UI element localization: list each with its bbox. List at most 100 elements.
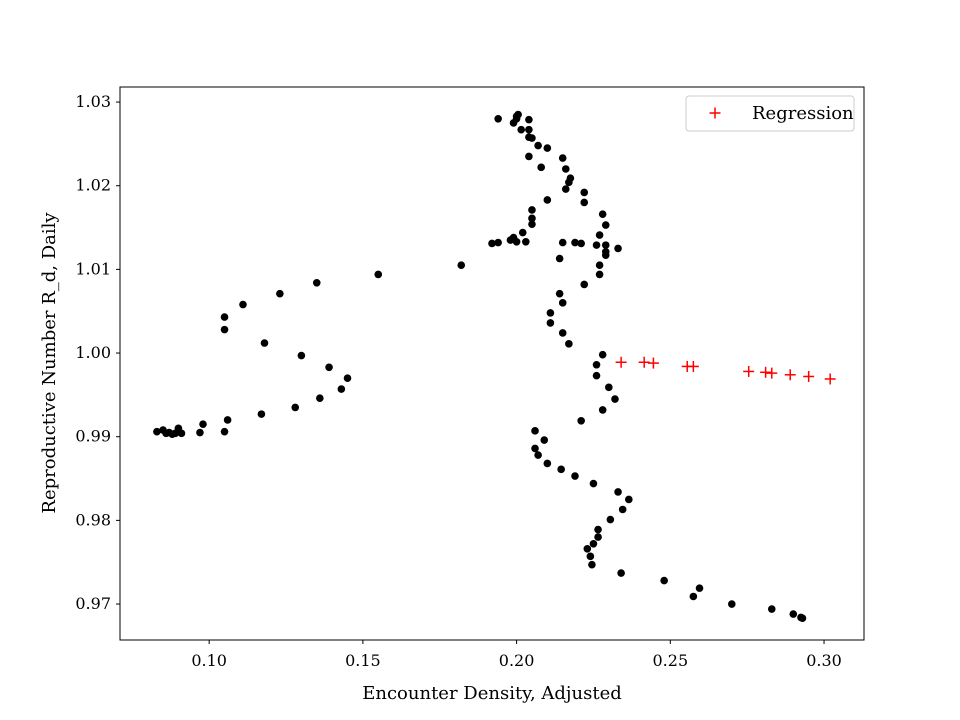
observed-point bbox=[531, 427, 539, 435]
observed-point bbox=[543, 459, 552, 468]
observed-point bbox=[558, 329, 567, 337]
observed-point bbox=[601, 221, 610, 229]
observed-point bbox=[588, 560, 596, 569]
observed-point bbox=[611, 395, 619, 403]
observed-point bbox=[537, 163, 545, 172]
observed-point bbox=[257, 410, 266, 418]
y-tick-label: 0.98 bbox=[75, 510, 111, 529]
observed-point bbox=[595, 261, 604, 269]
observed-point bbox=[592, 371, 601, 380]
observed-point bbox=[531, 444, 539, 453]
observed-point bbox=[557, 465, 565, 474]
observed-point bbox=[617, 569, 625, 577]
observed-point bbox=[325, 363, 333, 372]
observed-point bbox=[594, 533, 602, 541]
observed-point bbox=[177, 429, 186, 438]
legend-marker-regression bbox=[709, 107, 721, 119]
observed-point bbox=[580, 280, 589, 289]
regression-point bbox=[824, 373, 836, 385]
observed-point bbox=[168, 430, 177, 438]
observed-point bbox=[220, 427, 229, 436]
observed-point bbox=[522, 237, 530, 246]
x-tick-label: 0.30 bbox=[806, 651, 842, 670]
observed-point bbox=[606, 515, 615, 524]
observed-point bbox=[546, 309, 555, 317]
observed-point bbox=[728, 600, 736, 608]
observed-point bbox=[614, 244, 622, 253]
observed-point bbox=[601, 248, 610, 256]
observed-point bbox=[595, 231, 604, 239]
observed-point bbox=[561, 165, 570, 173]
observed-point bbox=[525, 152, 533, 161]
observed-point bbox=[374, 270, 383, 279]
regression-point bbox=[615, 356, 627, 368]
observed-point bbox=[153, 427, 161, 436]
x-tick-label: 0.20 bbox=[499, 651, 535, 670]
observed-point bbox=[534, 141, 542, 150]
observed-point bbox=[316, 394, 324, 403]
legend-label-regression: Regression bbox=[752, 103, 854, 124]
observed-point bbox=[558, 299, 567, 307]
regression-point bbox=[784, 369, 796, 381]
observed-point bbox=[528, 206, 536, 214]
observed-point bbox=[528, 214, 536, 223]
y-tick-label: 0.97 bbox=[75, 594, 111, 613]
observed-point bbox=[196, 428, 204, 437]
observed-point bbox=[276, 289, 284, 298]
observed-point bbox=[543, 196, 552, 204]
x-tick-label: 0.25 bbox=[653, 651, 689, 670]
observed-point bbox=[601, 241, 610, 249]
observed-point bbox=[660, 576, 668, 585]
plot-frame bbox=[119, 86, 865, 641]
regression-point bbox=[647, 357, 659, 369]
observed-point bbox=[534, 451, 542, 459]
observed-point bbox=[223, 416, 232, 424]
plot-area bbox=[119, 86, 865, 641]
observed-point bbox=[625, 495, 633, 504]
observed-point bbox=[546, 319, 555, 327]
observed-point bbox=[525, 125, 533, 134]
observed-point bbox=[260, 339, 269, 347]
y-tick-label: 1.03 bbox=[75, 92, 111, 111]
observed-point bbox=[565, 340, 573, 348]
observed-point bbox=[580, 188, 589, 197]
legend: Regression bbox=[685, 95, 855, 132]
observed-point bbox=[592, 360, 601, 369]
observed-point bbox=[512, 114, 521, 123]
observed-point bbox=[343, 374, 352, 382]
observed-point bbox=[598, 210, 607, 218]
observed-point bbox=[488, 239, 496, 248]
regression-point bbox=[743, 365, 755, 377]
observed-point bbox=[598, 406, 607, 414]
observed-point bbox=[558, 238, 567, 247]
x-tick-label: 0.15 bbox=[345, 651, 381, 670]
observed-point bbox=[614, 488, 622, 496]
observed-point bbox=[528, 134, 536, 142]
x-axis-label: Encounter Density, Adjusted bbox=[362, 683, 622, 704]
observed-point bbox=[528, 220, 536, 229]
observed-point bbox=[555, 254, 564, 263]
observed-point bbox=[525, 115, 533, 124]
observed-point bbox=[220, 325, 229, 334]
observed-point bbox=[571, 238, 579, 247]
regression-point bbox=[638, 356, 650, 368]
y-tick-label: 1.00 bbox=[75, 343, 111, 362]
observed-point bbox=[337, 385, 346, 393]
observed-point bbox=[457, 261, 466, 269]
observed-point bbox=[494, 114, 502, 123]
observed-point bbox=[592, 241, 601, 249]
observed-point bbox=[297, 351, 306, 360]
y-axis-label: Reproductive Number R_d, Daily bbox=[39, 212, 60, 514]
observed-point bbox=[689, 592, 698, 601]
observed-point bbox=[589, 539, 598, 548]
observed-point bbox=[239, 300, 247, 309]
observed-point bbox=[598, 350, 607, 359]
observed-point bbox=[580, 198, 589, 207]
observed-point bbox=[518, 228, 527, 237]
observed-point bbox=[618, 505, 627, 514]
observed-point bbox=[695, 584, 704, 592]
observed-point bbox=[543, 144, 552, 152]
observed-point bbox=[589, 479, 598, 488]
regression-point bbox=[687, 360, 699, 372]
